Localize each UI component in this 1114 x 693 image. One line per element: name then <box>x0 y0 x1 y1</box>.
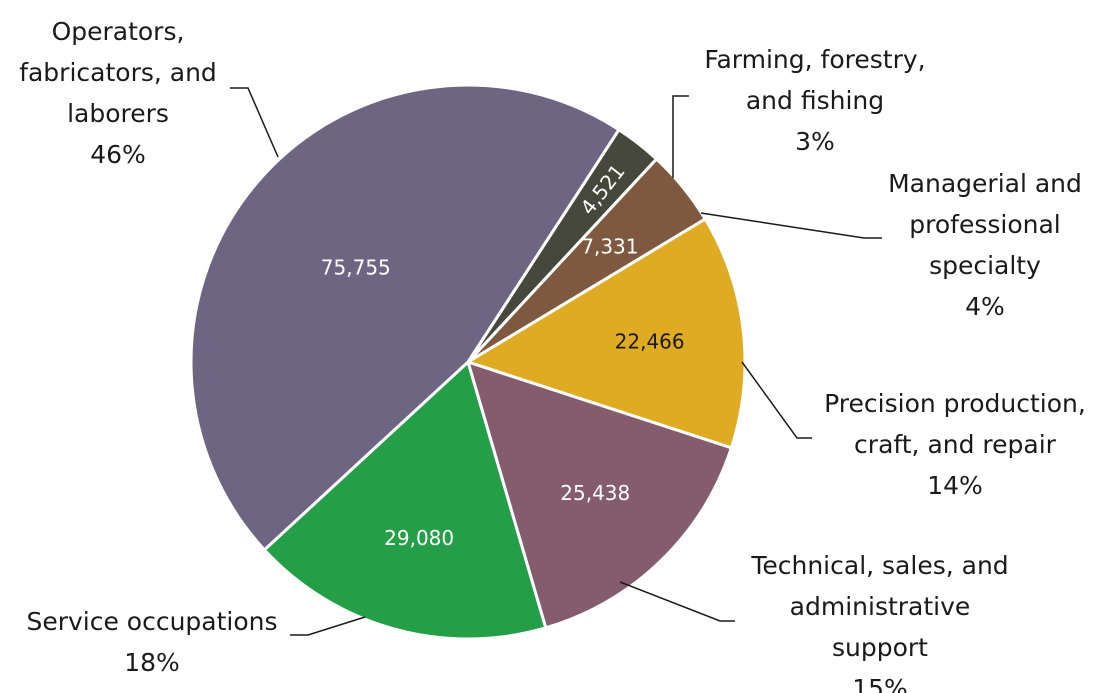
percent-label-precision: 14% <box>927 471 983 500</box>
pie-slice-precision <box>464 216 747 450</box>
category-label-line: Farming, forestry, <box>704 45 925 74</box>
leader-line-service <box>290 616 366 636</box>
leader-line-technical <box>619 581 735 622</box>
leader-line-operators <box>230 87 279 158</box>
category-label-line: Managerial and <box>888 169 1082 198</box>
category-label-line: fabricators, and <box>19 58 217 87</box>
category-label-line: Service occupations <box>26 607 277 636</box>
leader-line-precision <box>741 361 812 439</box>
category-label-line: professional <box>909 210 1060 239</box>
category-label-farming: Farming, forestry, and fishing 3% <box>704 45 925 156</box>
category-label-line: and fishing <box>746 86 884 115</box>
value-label-managerial: 7,331 <box>581 235 638 259</box>
category-label-service: Service occupations 18% <box>26 607 277 677</box>
leader-lines <box>230 87 882 636</box>
category-label-line: Operators, <box>52 17 185 46</box>
pie-slice-technical <box>465 359 734 630</box>
category-label-operators: Operators, fabricators, and laborers 46% <box>19 17 217 169</box>
percent-label-service: 18% <box>124 648 180 677</box>
percent-label-technical: 15% <box>852 674 908 693</box>
category-label-line: Technical, sales, and <box>750 551 1008 580</box>
category-label-line: specialty <box>929 251 1041 280</box>
percent-label-operators: 46% <box>90 140 146 169</box>
category-label-managerial: Managerial and professional specialty 4% <box>888 169 1082 321</box>
value-label-service: 29,080 <box>384 526 454 550</box>
value-label-operators: 75,755 <box>321 255 391 279</box>
pie-slice-operators <box>189 83 621 552</box>
value-label-precision: 22,466 <box>615 329 685 353</box>
pie-slices <box>189 83 747 641</box>
category-label-line: laborers <box>67 99 169 128</box>
category-labels: Farming, forestry, and fishing 3% Manageria… <box>19 17 1086 693</box>
category-label-line: support <box>832 633 928 662</box>
category-label-line: administrative <box>790 592 971 621</box>
percent-label-managerial: 4% <box>965 292 1005 321</box>
leader-line-farming <box>672 95 689 178</box>
category-label-precision: Precision production, craft, and repair 14… <box>824 389 1086 500</box>
value-label-technical: 25,438 <box>560 481 630 505</box>
category-label-technical: Technical, sales, and administrative suppo… <box>750 551 1008 693</box>
category-label-line: Precision production, <box>824 389 1086 418</box>
leader-line-managerial <box>700 212 882 239</box>
pie-slice-service <box>262 359 548 641</box>
percent-label-farming: 3% <box>795 127 835 156</box>
category-label-line: craft, and repair <box>854 430 1057 459</box>
